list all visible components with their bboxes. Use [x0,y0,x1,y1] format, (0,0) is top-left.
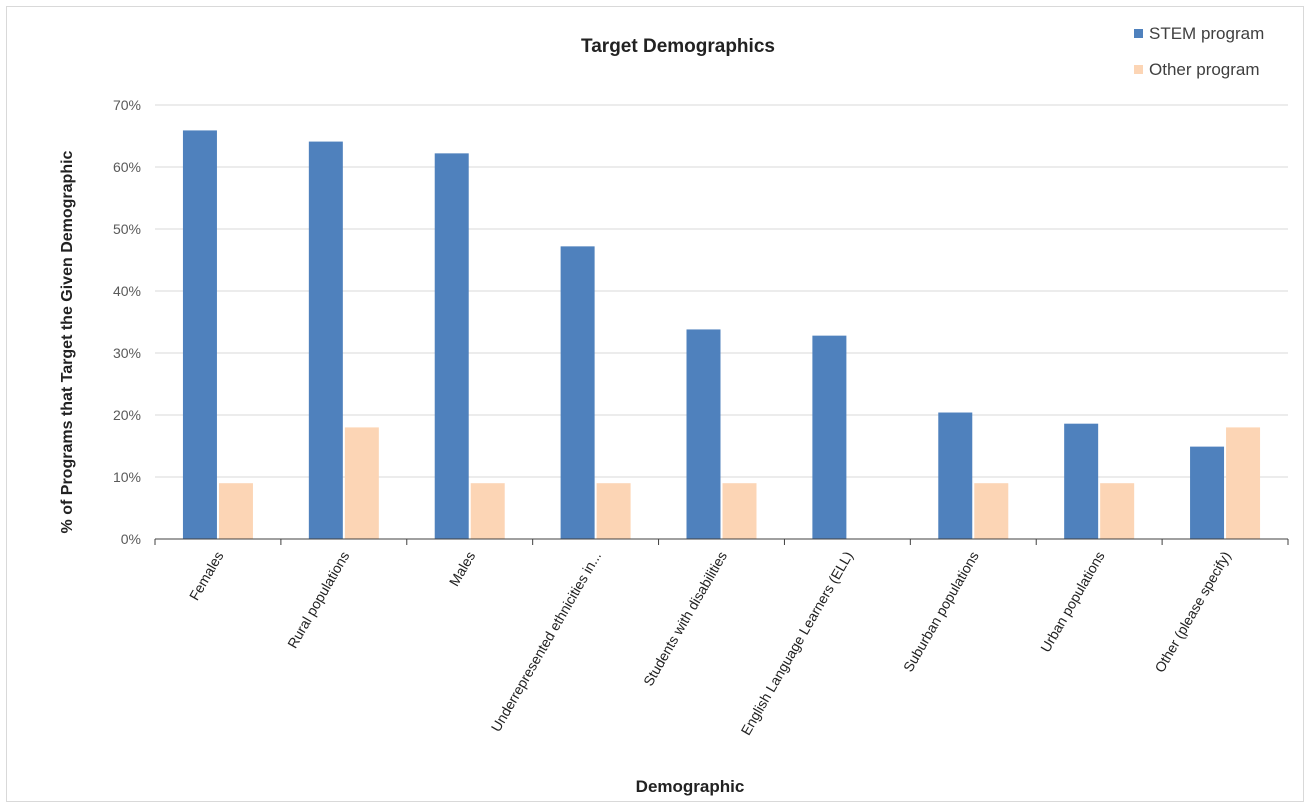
y-tick-label: 70% [113,97,141,113]
x-tick-label: Females [186,549,227,603]
x-tick-label: Other (please specify) [1151,549,1233,676]
legend-swatch [1134,65,1143,74]
legend-swatch [1134,29,1143,38]
x-tick-labels: Females Rural populations Males Underrepres… [186,549,1234,738]
chart-frame [6,6,1304,802]
y-tick-label: 60% [113,159,141,175]
y-tick-label: 20% [113,407,141,423]
bar-stem-program [686,329,721,539]
y-tick-label: 10% [113,469,141,485]
bar-stem-program [434,153,469,540]
legend-label: Other program [1149,60,1260,79]
bar-stem-program [560,246,595,540]
bar-other-program [218,483,253,539]
bar-other-program [974,483,1009,539]
x-tick-label: English Language Learners (ELL) [737,549,856,738]
x-tick-label: Suburban populations [900,549,982,675]
x-tick-label: Underrepresented ethnicities in... [488,549,605,735]
bar-stem-program [1190,446,1225,539]
bar-other-program [596,483,631,539]
x-tick-label: Urban populations [1037,549,1108,655]
y-tick-label: 30% [113,345,141,361]
bar-other-program [1226,427,1261,539]
x-tick-label: Rural populations [284,549,352,651]
bars [182,130,1261,540]
bar-other-program [1100,483,1135,539]
y-tick-labels: 0% 10% 20% 30% 40% 50% 60% 70% [113,97,141,547]
bar-other-program [344,427,379,539]
bar-stem-program [1064,423,1099,539]
gridlines [155,104,1288,478]
y-tick-label: 40% [113,283,141,299]
legend: STEM program Other program [1134,24,1264,79]
x-axis [154,538,1289,545]
bar-stem-program [812,335,847,539]
bar-other-program [470,483,505,539]
y-tick-label: 50% [113,221,141,237]
bar-other-program [722,483,757,539]
bar-stem-program [308,141,343,539]
chart-title: Target Demographics [581,36,775,57]
bar-stem-program [182,130,217,540]
legend-label: STEM program [1149,24,1264,43]
x-axis-label: Demographic [636,777,745,796]
x-tick-label: Males [446,549,479,589]
x-tick-label: Students with disabilities [640,549,730,689]
y-tick-label: 0% [121,531,141,547]
y-axis-label: % of Programs that Target the Given Demo… [59,150,76,533]
bar-stem-program [938,412,973,539]
